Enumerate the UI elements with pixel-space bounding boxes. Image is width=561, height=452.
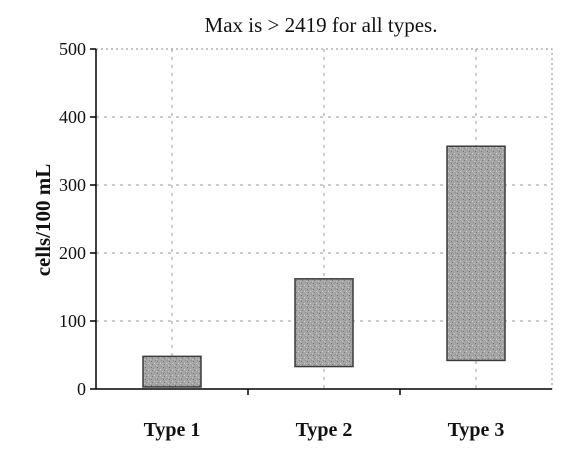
y-tick-label-100: 100 [59, 311, 86, 331]
category-label-3: Type 3 [448, 419, 505, 441]
y-tick-label-300: 300 [59, 175, 86, 195]
y-tick-label-400: 400 [59, 107, 86, 127]
y-tick-label-200: 200 [59, 243, 86, 263]
bar-1 [142, 355, 202, 388]
category-label-1: Type 1 [144, 419, 201, 441]
category-labels: Type 1 Type 2 Type 3 [144, 419, 505, 441]
y-tick-label-0: 0 [77, 379, 86, 399]
category-label-2: Type 2 [296, 419, 353, 441]
y-tick-labels: 0 100 200 300 400 500 [59, 39, 86, 399]
bar-3 [446, 145, 506, 362]
bar-2 [294, 278, 354, 368]
y-axis-label: cells/100 mL [31, 164, 55, 277]
axes [90, 48, 552, 395]
chart-title: Max is > 2419 for all types. [205, 13, 438, 37]
y-tick-label-500: 500 [59, 39, 86, 59]
bars [142, 145, 506, 388]
